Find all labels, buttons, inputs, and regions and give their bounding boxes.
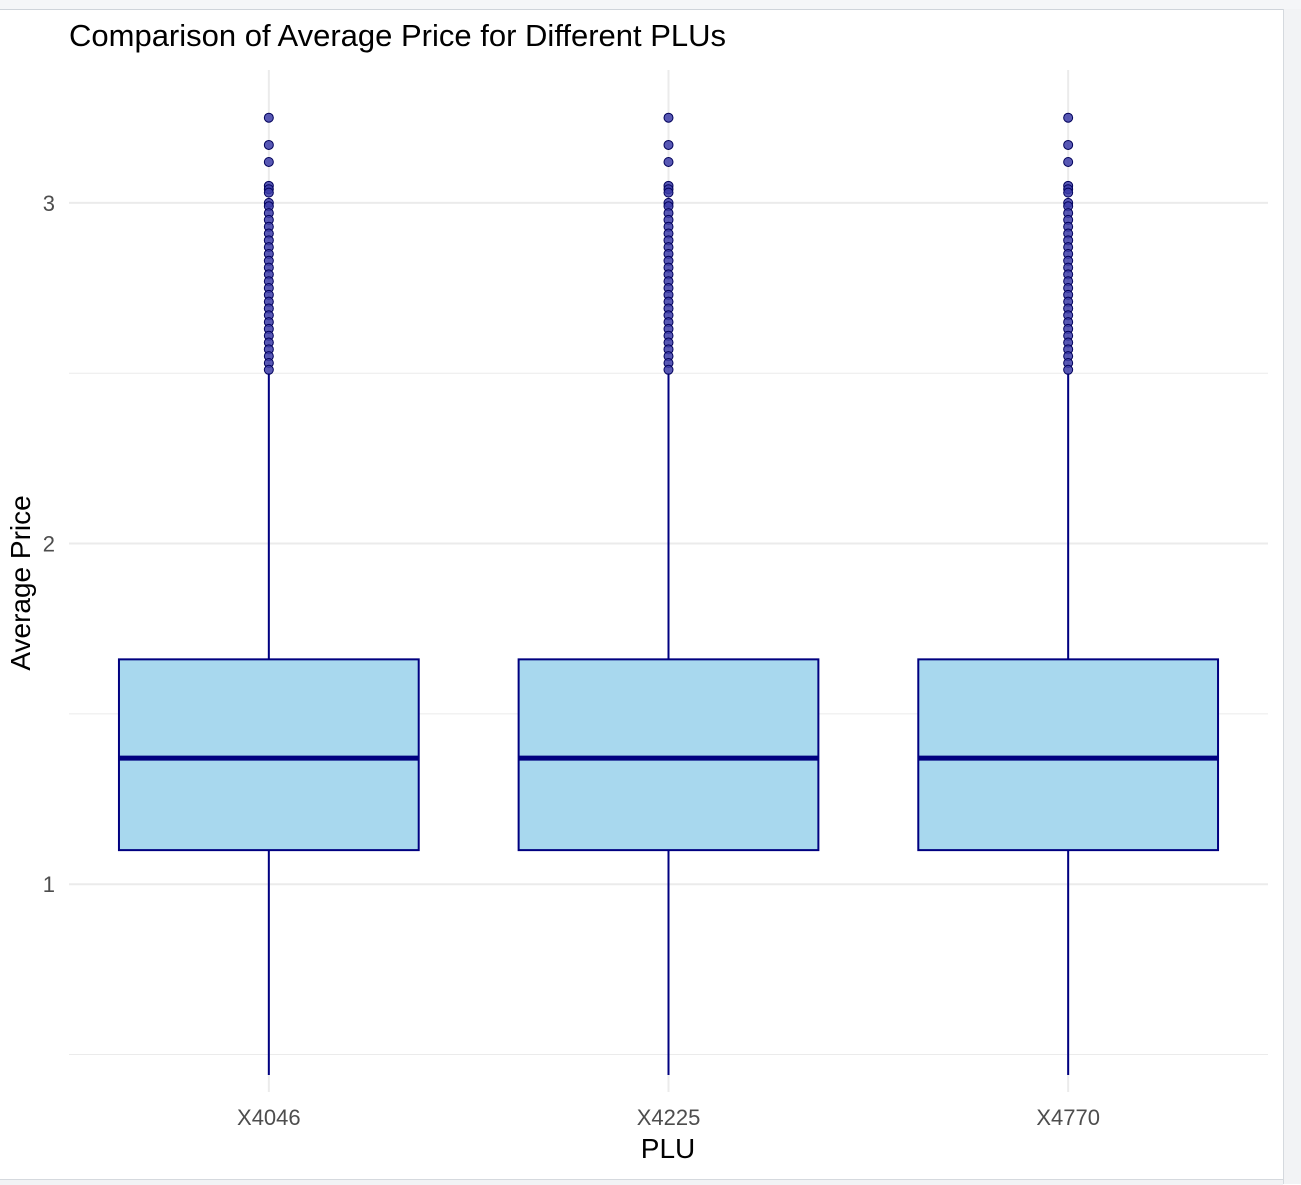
chart-title: Comparison of Average Price for Differen… [69,18,727,53]
outlier-point [663,112,674,123]
bottom-border [0,1179,1283,1185]
iqr-box [917,658,1220,852]
y-tick-label: 1 [43,872,55,897]
y-tick-label: 3 [43,191,55,216]
outlier-point [263,156,274,167]
outlier-point [263,187,274,198]
outlier-point [1063,156,1074,167]
iqr-box [517,658,820,852]
toolbar-strip [0,0,1301,10]
vertical-scrollbar[interactable] [1283,9,1301,1184]
outlier-point [1063,139,1074,150]
outlier-point [663,187,674,198]
x-tick-label: X4225 [637,1105,701,1130]
x-tick-label: X4046 [237,1105,301,1130]
box-X4770 [917,112,1220,1075]
x-tick-label: X4770 [1036,1105,1100,1130]
axes: 1 2 3 X4046 X4225 X4770 [43,191,1100,1130]
outlier-point [663,139,674,150]
y-axis-title: Average Price [5,495,36,670]
outlier-point [1063,187,1074,198]
boxplot-series [117,112,1220,1075]
outlier-point [1063,112,1074,123]
x-axis-title: PLU [641,1133,695,1164]
outlier-point [663,156,674,167]
box-X4225 [517,112,820,1075]
outlier-point [663,364,674,375]
outlier-point [263,139,274,150]
outlier-point [263,112,274,123]
box-X4046 [117,112,420,1075]
outlier-point [1063,364,1074,375]
iqr-box [117,658,420,852]
y-tick-label: 2 [43,532,55,557]
outlier-point [263,364,274,375]
